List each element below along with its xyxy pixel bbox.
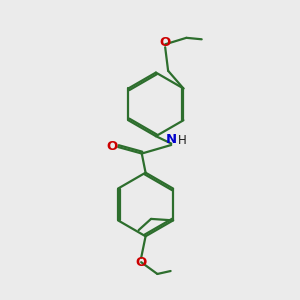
Text: O: O — [106, 140, 117, 153]
Text: O: O — [160, 36, 171, 49]
Text: H: H — [178, 134, 187, 147]
Text: N: N — [166, 134, 177, 146]
Text: O: O — [136, 256, 147, 269]
